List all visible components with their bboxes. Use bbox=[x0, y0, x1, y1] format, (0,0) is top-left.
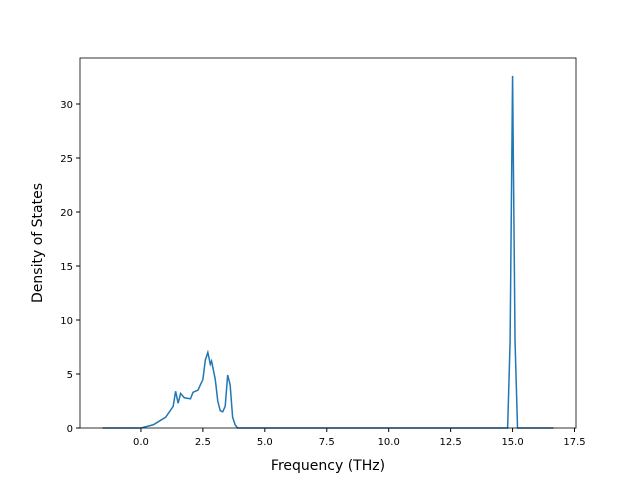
y-tick-label: 5 bbox=[67, 370, 73, 381]
y-tick-label: 20 bbox=[60, 208, 73, 219]
x-axis-label: Frequency (THz) bbox=[271, 458, 385, 474]
x-tick-label: 7.5 bbox=[319, 437, 335, 448]
y-tick-label: 15 bbox=[60, 262, 73, 273]
y-tick-label: 25 bbox=[60, 154, 73, 165]
series-line bbox=[102, 75, 554, 429]
x-tick-label: 10.0 bbox=[378, 437, 400, 448]
x-tick-label: 15.0 bbox=[501, 437, 523, 448]
x-tick-label: 17.5 bbox=[563, 437, 585, 448]
y-tick-label: 10 bbox=[60, 316, 73, 327]
x-tick-label: 0.0 bbox=[133, 437, 149, 448]
y-tick-label: 0 bbox=[67, 424, 73, 435]
y-axis-label: Density of States bbox=[30, 183, 46, 303]
x-tick-label: 12.5 bbox=[440, 437, 462, 448]
x-tick-label: 2.5 bbox=[195, 437, 211, 448]
x-tick-label: 5.0 bbox=[257, 437, 273, 448]
y-tick-label: 30 bbox=[60, 100, 73, 111]
plot-frame bbox=[79, 57, 577, 429]
